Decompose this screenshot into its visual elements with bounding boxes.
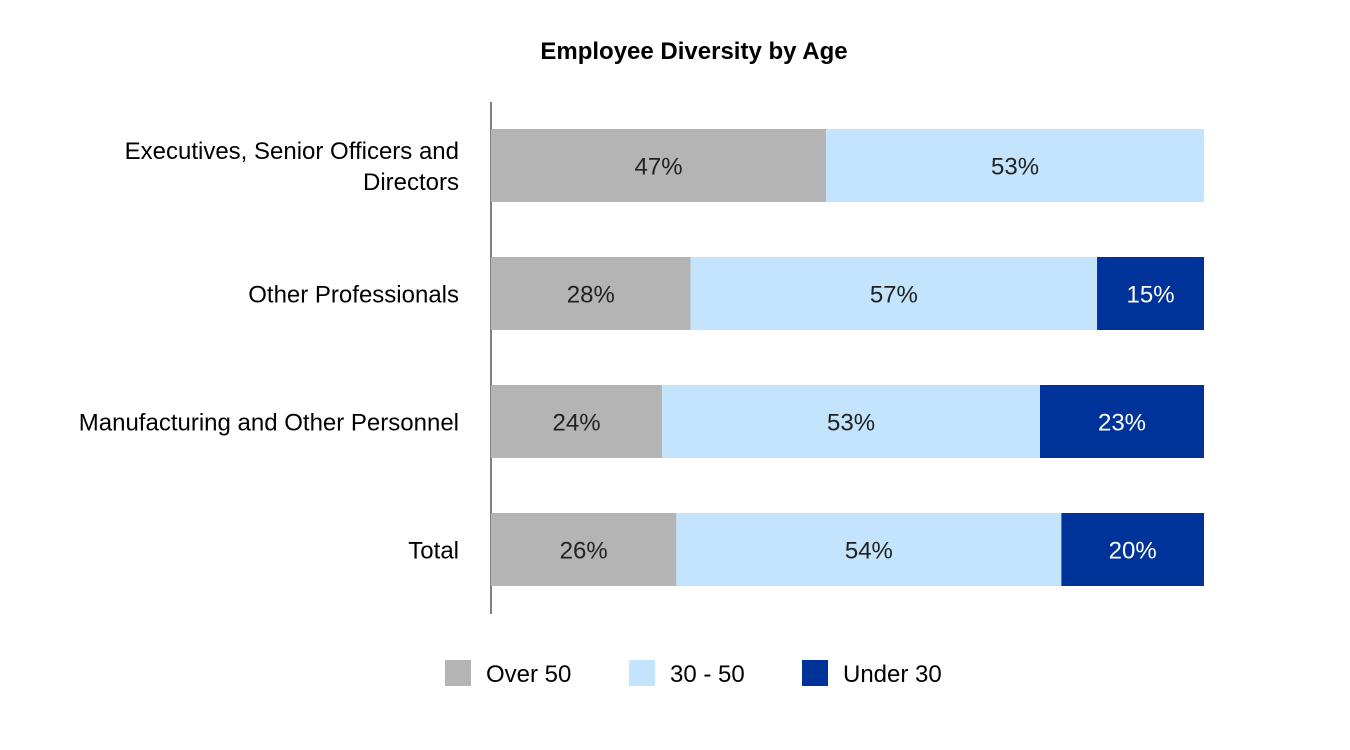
data-label: 24% — [553, 410, 601, 437]
category-label: Directors — [363, 169, 459, 196]
data-label: 54% — [845, 538, 893, 565]
data-label: 53% — [991, 154, 1039, 181]
bar-segment — [662, 385, 1041, 458]
bar-segment — [1040, 385, 1204, 458]
category-label: Other Professionals — [248, 282, 459, 309]
legend-label: Over 50 — [486, 661, 571, 688]
data-label: 20% — [1109, 538, 1157, 565]
category-label: Manufacturing and Other Personnel — [79, 410, 459, 437]
bar-segment — [826, 129, 1204, 202]
bar-segment — [1061, 513, 1204, 586]
data-label: 53% — [827, 410, 875, 437]
data-label: 23% — [1098, 410, 1146, 437]
data-label: 26% — [560, 538, 608, 565]
legend-label: Under 30 — [843, 661, 942, 688]
legend-swatch — [629, 660, 655, 686]
category-label: Total — [408, 538, 459, 565]
category-label: Executives, Senior Officers and — [125, 138, 459, 165]
data-label: 57% — [870, 282, 918, 309]
data-label: 15% — [1127, 282, 1175, 309]
bar-segment — [690, 257, 1098, 330]
bar-segment — [1097, 257, 1204, 330]
bar-segment — [491, 513, 677, 586]
data-label: 47% — [635, 154, 683, 181]
bars-layer: 47% 53% 28% 57% 15% 24% 53% 23% 26% 54% 20% — [491, 129, 1204, 586]
bar-segment — [491, 385, 663, 458]
legend-label: 30 - 50 — [670, 661, 745, 688]
bar-segment — [676, 513, 1062, 586]
category-labels: Executives, Senior Officers and Directors… — [79, 138, 459, 565]
chart-title: Employee Diversity by Age — [540, 38, 847, 65]
data-label: 28% — [567, 282, 615, 309]
legend-swatch — [802, 660, 828, 686]
legend-swatch — [445, 660, 471, 686]
bar-segment — [491, 129, 827, 202]
legend: Over 50 30 - 50 Under 30 — [445, 660, 942, 688]
bar-segment — [491, 257, 691, 330]
